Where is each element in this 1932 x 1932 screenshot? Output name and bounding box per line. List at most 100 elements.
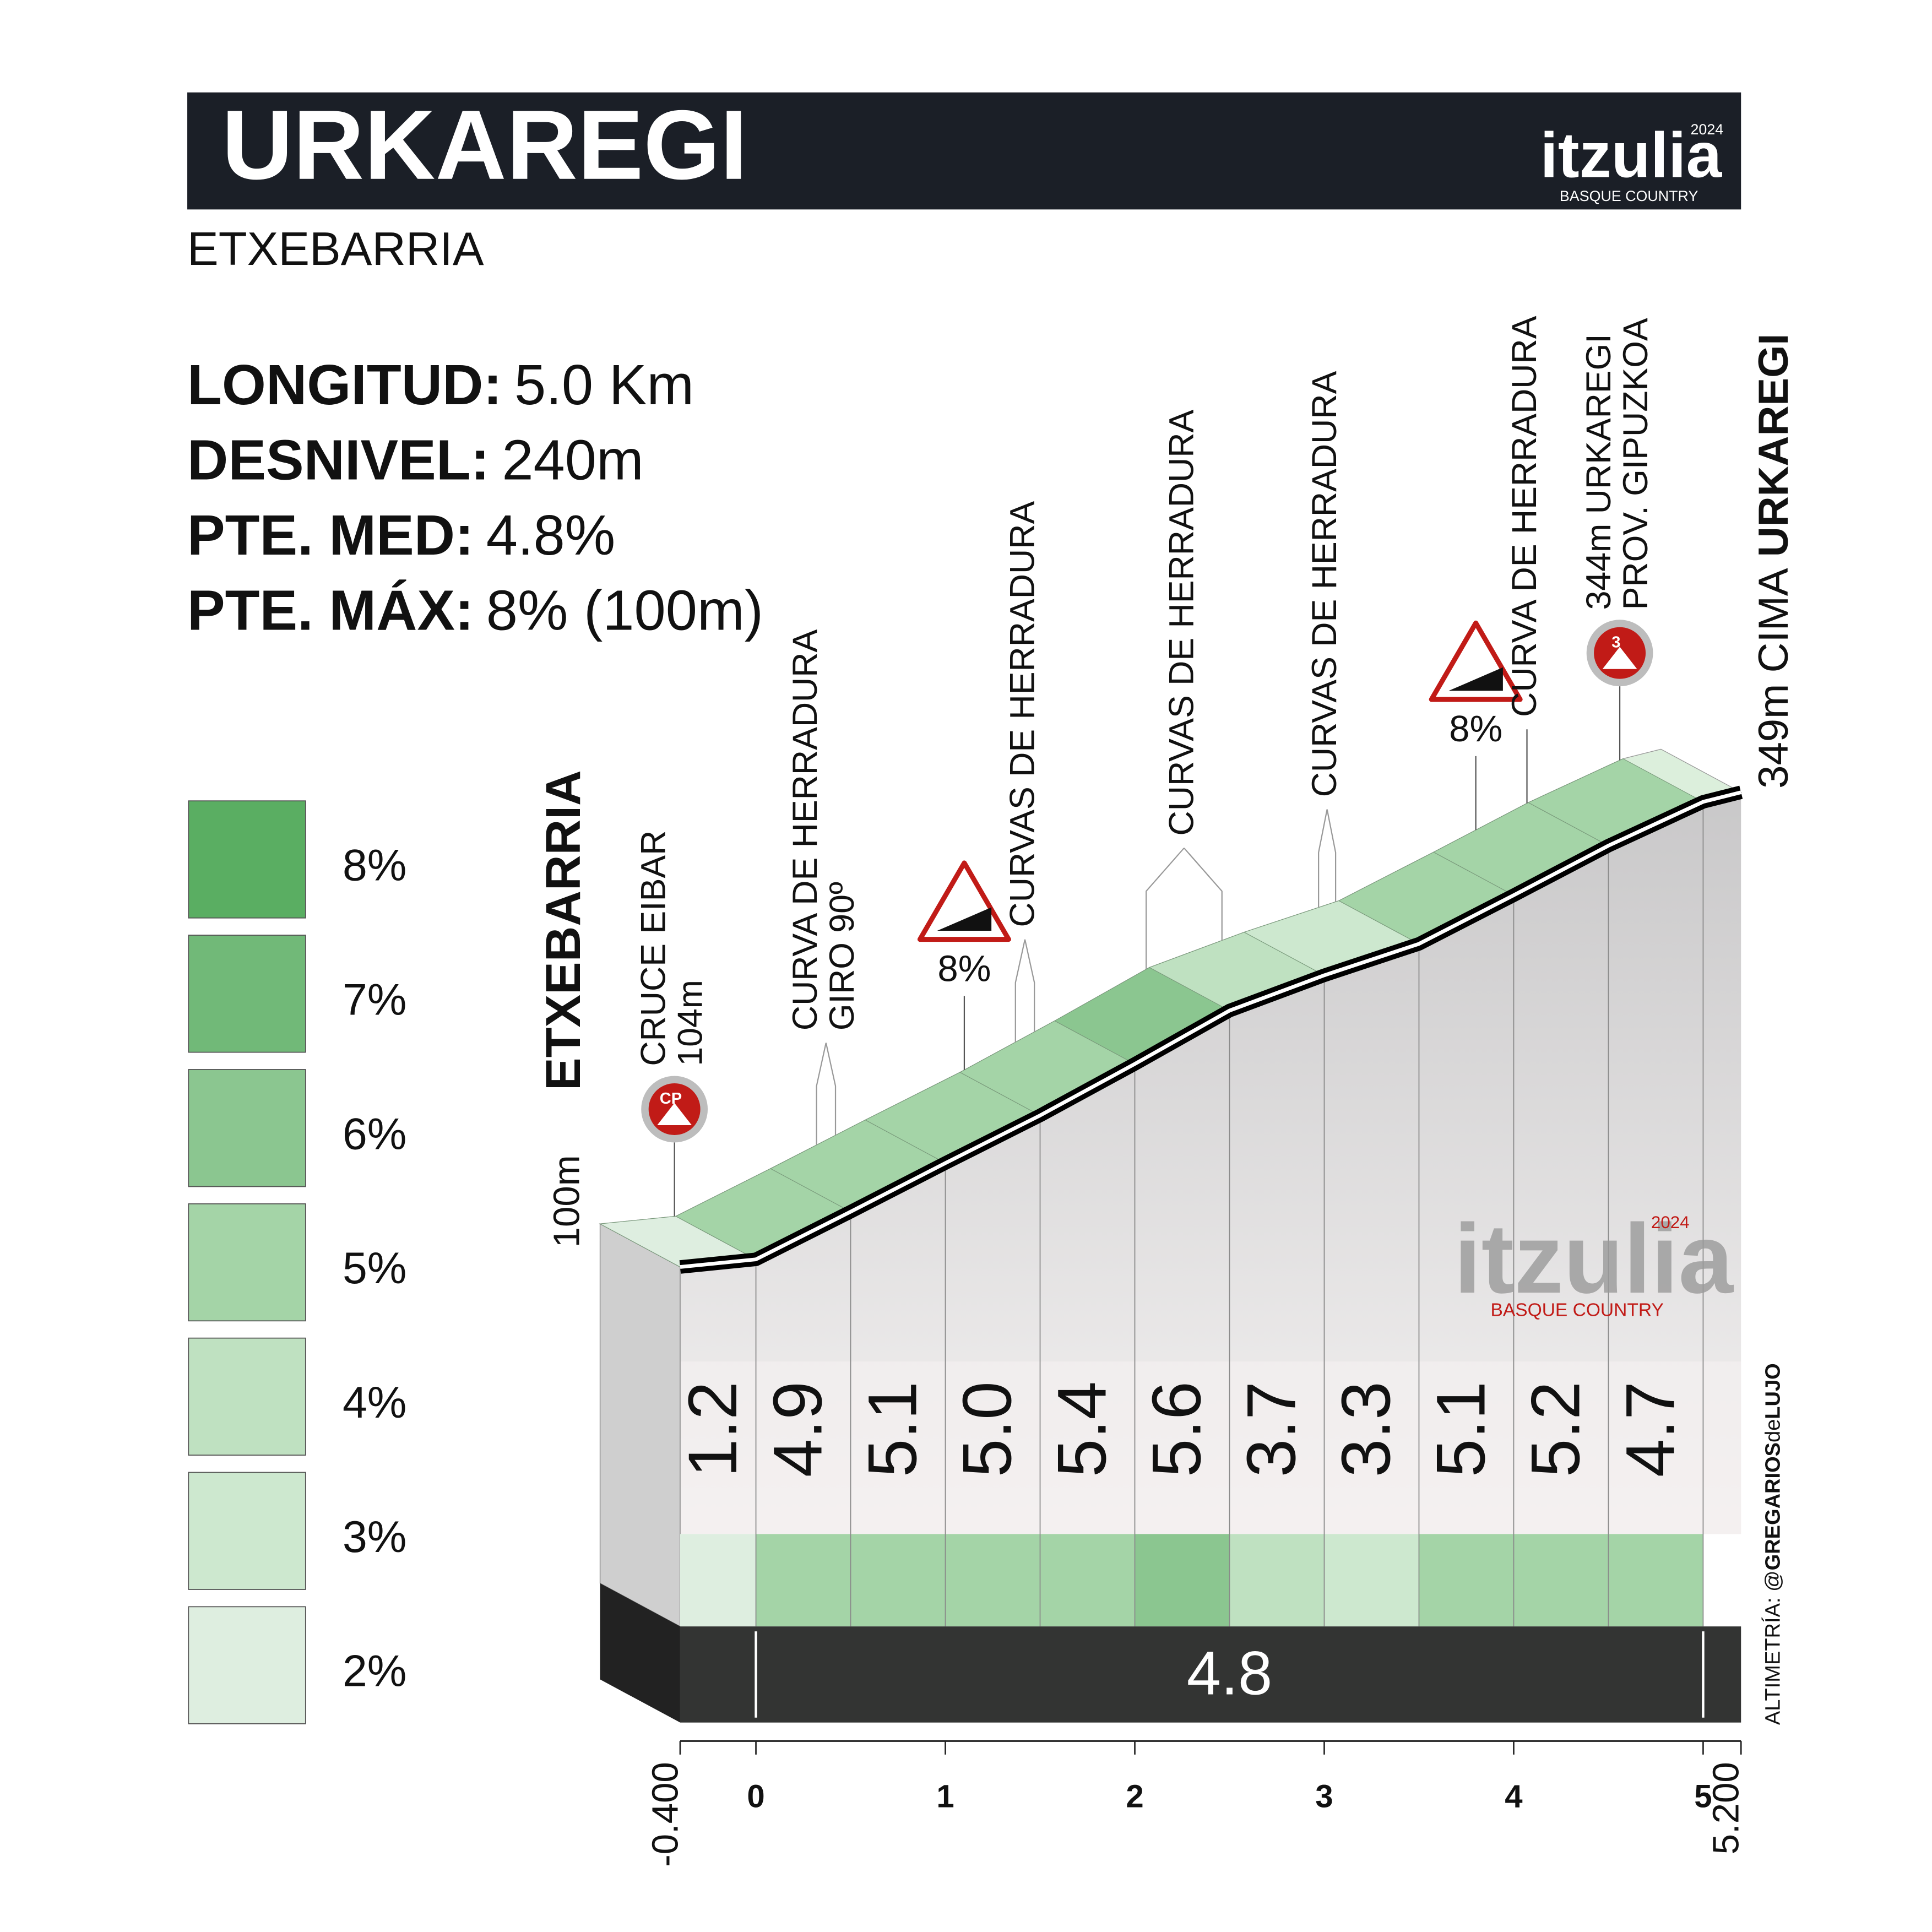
- leader: [1146, 848, 1185, 969]
- x-tick-label: 4: [1505, 1779, 1523, 1815]
- stat-value: 240m: [502, 428, 643, 492]
- stat-label: PTE. MÁX:: [187, 579, 474, 642]
- credit-part: ALTIMETRÍA: @: [1761, 1570, 1785, 1725]
- icon-label: CP: [660, 1090, 682, 1108]
- legend-swatch: [188, 1069, 306, 1187]
- leader: [1024, 939, 1035, 1032]
- icon-label: 3: [1611, 633, 1620, 651]
- watermark-year: 2024: [1651, 1213, 1690, 1232]
- legend-label: 4%: [343, 1378, 406, 1428]
- leader: [825, 1043, 837, 1136]
- annotation-text: CURVA DE HERRADURA: [1505, 316, 1544, 717]
- gradient-band: [1608, 1534, 1703, 1627]
- annotation-text: CRUCE EIBAR: [634, 831, 673, 1066]
- gradient-band: [756, 1534, 851, 1627]
- leader: [1326, 809, 1337, 902]
- label-zone: [680, 1361, 1741, 1534]
- legend-swatch: [188, 1337, 306, 1456]
- icon-mountain: [657, 1103, 692, 1126]
- gradient-band: [680, 1534, 756, 1627]
- annotation-text: CURVAS DE HERRADURA: [1162, 410, 1201, 836]
- legend-swatch: [188, 1203, 306, 1322]
- credit-part: de: [1762, 1419, 1785, 1442]
- credit: ALTIMETRÍA: @GREGARIOSdeLUJO: [1761, 1363, 1785, 1725]
- x-tick-label: 1: [936, 1779, 954, 1815]
- icon-mountain: [1602, 647, 1637, 669]
- segment-label: 5.4: [1044, 1381, 1121, 1477]
- gradient-band: [1513, 1534, 1609, 1627]
- x-tick-label: 5: [1694, 1779, 1712, 1815]
- stat-label: DESNIVEL:: [187, 428, 490, 492]
- annotation-text: CURVA DE HERRADURA: [786, 629, 824, 1030]
- leader: [1184, 848, 1223, 941]
- x-tick-label: 2: [1126, 1779, 1143, 1815]
- steep-label: 8%: [937, 948, 991, 990]
- stat-label: PTE. MED:: [187, 503, 474, 567]
- legend-label: 8%: [343, 841, 406, 891]
- gradient-band: [1229, 1534, 1325, 1627]
- average-base: [680, 1626, 1741, 1723]
- legend-label: 7%: [343, 975, 406, 1024]
- leader: [1318, 809, 1328, 908]
- legend-label: 3%: [343, 1512, 406, 1562]
- legend: 8% 7% 6% 5% 4% 3% 2%: [188, 800, 406, 1724]
- annotation-text: CURVAS DE HERRADURA: [1305, 371, 1344, 797]
- average-label: 4.8: [1187, 1639, 1273, 1708]
- segment-label: 5.1: [854, 1381, 931, 1477]
- subtitle: ETXEBARRIA: [187, 223, 484, 275]
- legend-label: 6%: [343, 1109, 406, 1159]
- stat: PTE. MÁX: 8% (100m): [187, 579, 763, 642]
- stat-value: 4.8%: [486, 503, 616, 567]
- steep-wedge: [937, 907, 992, 931]
- segment-label: 3.3: [1328, 1381, 1405, 1477]
- side-face: [599, 1223, 681, 1627]
- segment-label: 5.0: [949, 1381, 1026, 1477]
- legend-swatch: [188, 1472, 306, 1590]
- segment-label: 5.6: [1138, 1381, 1215, 1477]
- stat-label: LONGITUD:: [187, 353, 502, 416]
- annotation-text: 344m URKAREGI: [1580, 334, 1618, 610]
- leader: [816, 1043, 827, 1145]
- header-bar: [187, 92, 1741, 210]
- gradient-band: [1040, 1534, 1135, 1627]
- finish-name: URKAREGI: [1750, 334, 1797, 557]
- finish-text: CIMA: [1750, 568, 1797, 672]
- annotation-text: 104m: [671, 980, 710, 1066]
- legend-swatch: [188, 800, 306, 919]
- annotation-text: GIRO 90º: [823, 882, 861, 1030]
- finish-label: 349m CIMA URKAREGI: [1750, 334, 1797, 789]
- stat-value: 5.0 Km: [514, 353, 694, 416]
- legend-swatch: [188, 935, 306, 1053]
- profile-line-highlight: [680, 790, 1742, 1269]
- stat-value: 8% (100m): [486, 579, 763, 642]
- logo-name: itzulia: [1540, 120, 1723, 191]
- stat: PTE. MED: 4.8%: [187, 503, 615, 567]
- credit-part: GREGARIOS: [1762, 1442, 1785, 1570]
- gradient-band: [1419, 1534, 1514, 1627]
- x-tick-label: -0.400: [644, 1762, 686, 1866]
- legend-label: 2%: [343, 1647, 406, 1696]
- watermark-tagline: BASQUE COUNTRY: [1490, 1300, 1663, 1320]
- credit-part: LUJO: [1762, 1363, 1785, 1419]
- stats: LONGITUD: 5.0 Km DESNIVEL: 240m PTE. MED: 4.8…: [187, 353, 763, 642]
- legend-label: 5%: [343, 1244, 406, 1293]
- gradient-band: [1324, 1534, 1419, 1627]
- segment-label: 3.7: [1233, 1381, 1310, 1477]
- segment-label: 5.2: [1517, 1381, 1594, 1477]
- base-side: [600, 1583, 680, 1723]
- segment-label: 5.1: [1423, 1381, 1500, 1477]
- logo-tagline: BASQUE COUNTRY: [1560, 188, 1698, 204]
- leader: [1014, 939, 1026, 1043]
- watermark-name: itzulia: [1454, 1203, 1734, 1314]
- start-elevation: 100m: [546, 1155, 587, 1247]
- x-tick-label: 0: [747, 1779, 764, 1815]
- gradient-band: [945, 1534, 1040, 1627]
- segment-label: 1.2: [674, 1381, 751, 1477]
- steep-wedge: [1448, 667, 1503, 691]
- logo-year: 2024: [1691, 121, 1724, 138]
- finish-elevation: 349m: [1750, 684, 1797, 789]
- stat: LONGITUD: 5.0 Km: [187, 353, 694, 416]
- title: URKAREGI: [222, 90, 748, 200]
